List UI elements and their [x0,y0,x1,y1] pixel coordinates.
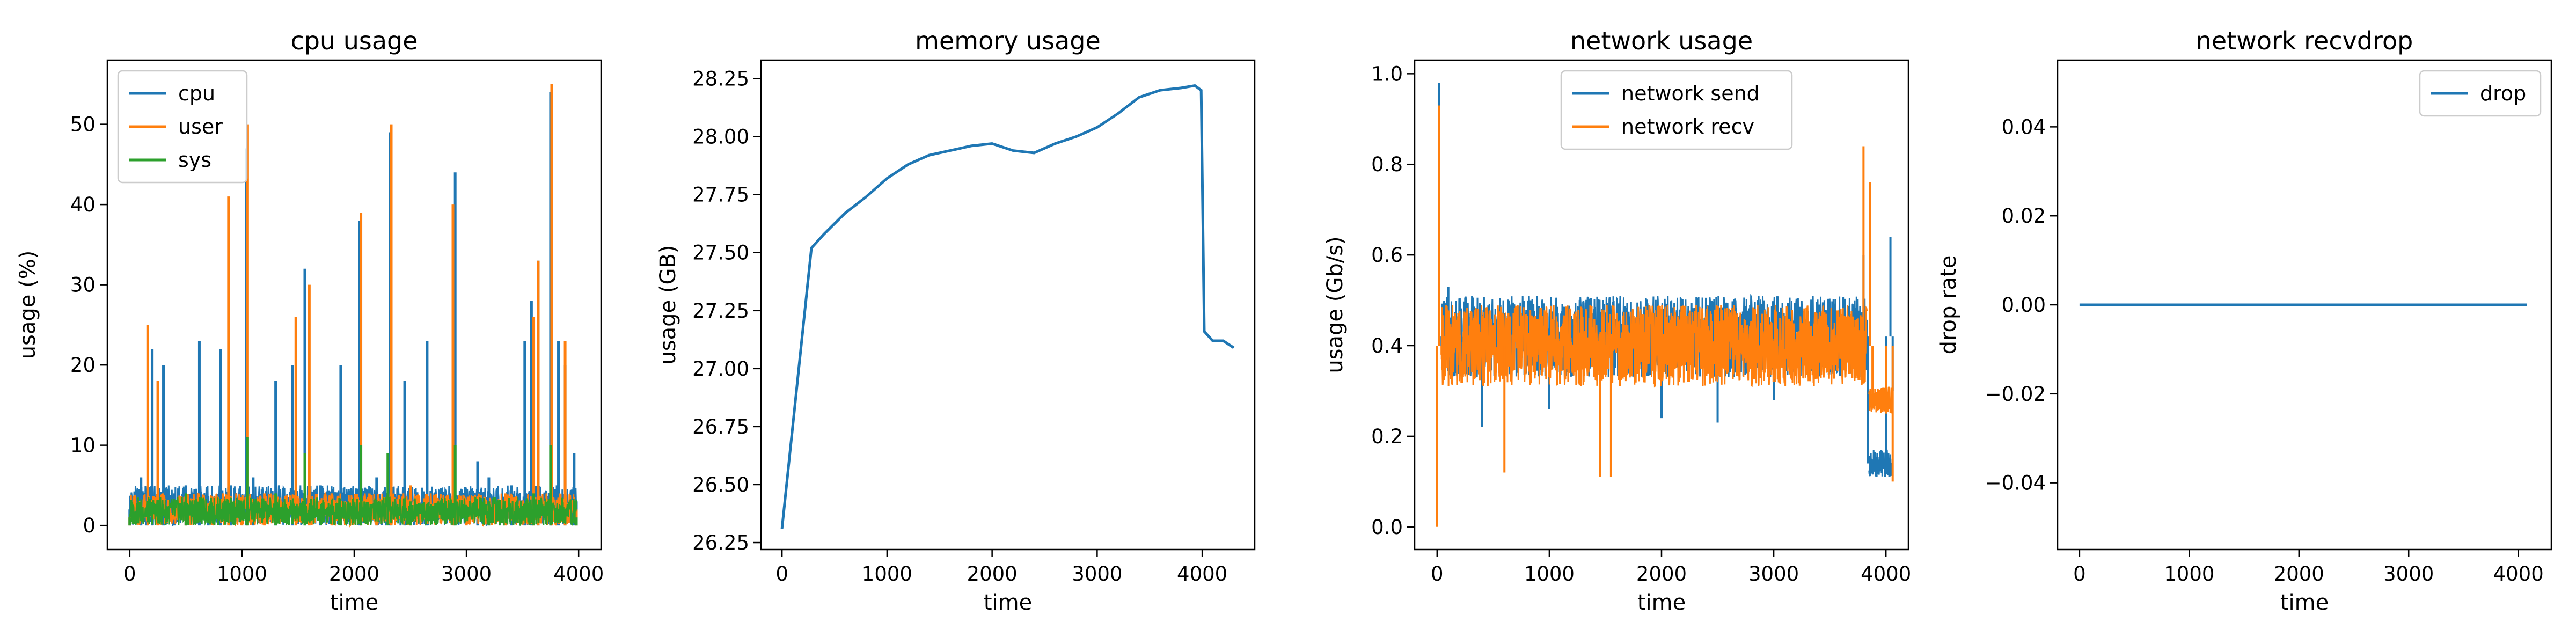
plot-area [128,84,578,528]
x-tick-label: 0 [2073,562,2086,586]
y-tick-label: 28.00 [692,126,749,149]
legend: network send network recv [1560,70,1793,150]
legend-label: network recv [1621,115,1754,138]
y-tick-label: −0.02 [1985,383,2046,406]
y-tick-label: 0.6 [1371,244,1403,267]
chart-title: memory usage [915,26,1101,55]
legend-label: user [178,115,223,138]
legend-box [2419,70,2542,117]
y-tick-label: 30 [70,274,96,297]
y-tick-label: 26.50 [692,473,749,496]
series-noise [129,495,577,526]
chart-panel-4: network recvdrop 0 1000 2000 3000 4000 −0.04 −0… [1936,26,2552,615]
series-sys [128,437,578,526]
y-tick-label: −0.04 [1985,472,2046,495]
legend-label: network send [1621,82,1760,105]
y-tick-label: 40 [70,193,96,216]
x-tick-label: 3000 [1748,562,1799,586]
chart-title: network usage [1570,26,1753,55]
x-tick-label: 4000 [2493,562,2544,586]
legend-box [1560,70,1793,150]
x-tick-label: 1000 [2164,562,2214,586]
x-tick-label: 0 [123,562,136,586]
x-tick-label: 3000 [2383,562,2434,586]
series-line [780,84,1235,529]
legend: cpu user sys [117,70,248,184]
x-tick-label: 2000 [329,562,379,586]
x-tick-label: 4000 [1177,562,1227,586]
y-tick-label: 0.8 [1371,153,1403,176]
series-line [780,84,1235,529]
legend-label: drop [2480,82,2526,105]
legend-box [117,70,248,184]
x-axis-label: time [1637,590,1686,615]
y-tick-label: 20 [70,354,96,377]
y-tick-label: 0.2 [1371,425,1403,448]
x-tick-label: 4000 [1861,562,1911,586]
series-tail [1868,386,1894,414]
x-tick-label: 2000 [2274,562,2324,586]
chart-title: network recvdrop [2196,26,2413,55]
chart-panel-2: memory usage 0 1000 2000 3000 4000 26.25 26.50 2… [656,26,1256,615]
series-tail [1868,447,1894,477]
y-tick-label: 0.02 [2002,204,2046,228]
y-axis-label: usage (%) [16,251,40,360]
y-tick-label: 26.75 [692,415,749,438]
y-axis-label: usage (GB) [656,245,680,364]
y-tick-label: 0.4 [1371,334,1403,357]
x-tick-label: 1000 [862,562,912,586]
y-tick-label: 26.25 [692,531,749,554]
legend-label: cpu [178,82,215,105]
x-tick-label: 2000 [967,562,1018,586]
plot-area [1436,83,1894,527]
y-tick-label: 27.75 [692,184,749,207]
plot-frame [760,59,1256,551]
y-tick-label: 0.00 [2002,294,2046,317]
y-tick-label: 0.04 [2002,115,2046,138]
series-band [1440,305,1868,388]
x-axis-label: time [984,590,1032,615]
x-tick-label: 0 [1431,562,1444,586]
plot-area [780,84,1235,529]
x-tick-label: 1000 [1524,562,1575,586]
x-tick-label: 4000 [553,562,604,586]
x-axis-label: time [2280,590,2329,615]
chart-panel-3: network usage 0 1000 2000 3000 4000 0.0 0.2 0.4 0… [1323,26,1911,615]
y-axis-label: usage (Gb/s) [1323,236,1348,373]
legend-label: sys [178,148,211,172]
x-tick-label: 2000 [1636,562,1687,586]
y-tick-label: 10 [70,434,96,457]
x-axis-label: time [330,590,378,615]
chart-panel-1: cpu usage 0 1000 2000 3000 4000 0 10 20 30 40 50 tim… [16,26,604,615]
x-tick-label: 1000 [217,562,267,586]
y-tick-label: 27.50 [692,241,749,265]
y-axis-label: drop rate [1936,255,1961,355]
y-tick-label: 27.25 [692,299,749,323]
x-tick-label: 3000 [441,562,492,586]
y-tick-label: 50 [70,113,96,136]
y-tick-label: 1.0 [1371,62,1403,85]
y-tick-label: 27.00 [692,357,749,380]
x-tick-label: 3000 [1072,562,1122,586]
y-tick-label: 0.0 [1371,516,1403,539]
x-tick-label: 0 [775,562,788,586]
legend: drop [2419,70,2542,117]
y-tick-label: 0 [83,514,96,537]
series-network-recv [1436,105,1894,527]
chart-title: cpu usage [290,26,418,55]
y-tick-label: 28.25 [692,68,749,91]
